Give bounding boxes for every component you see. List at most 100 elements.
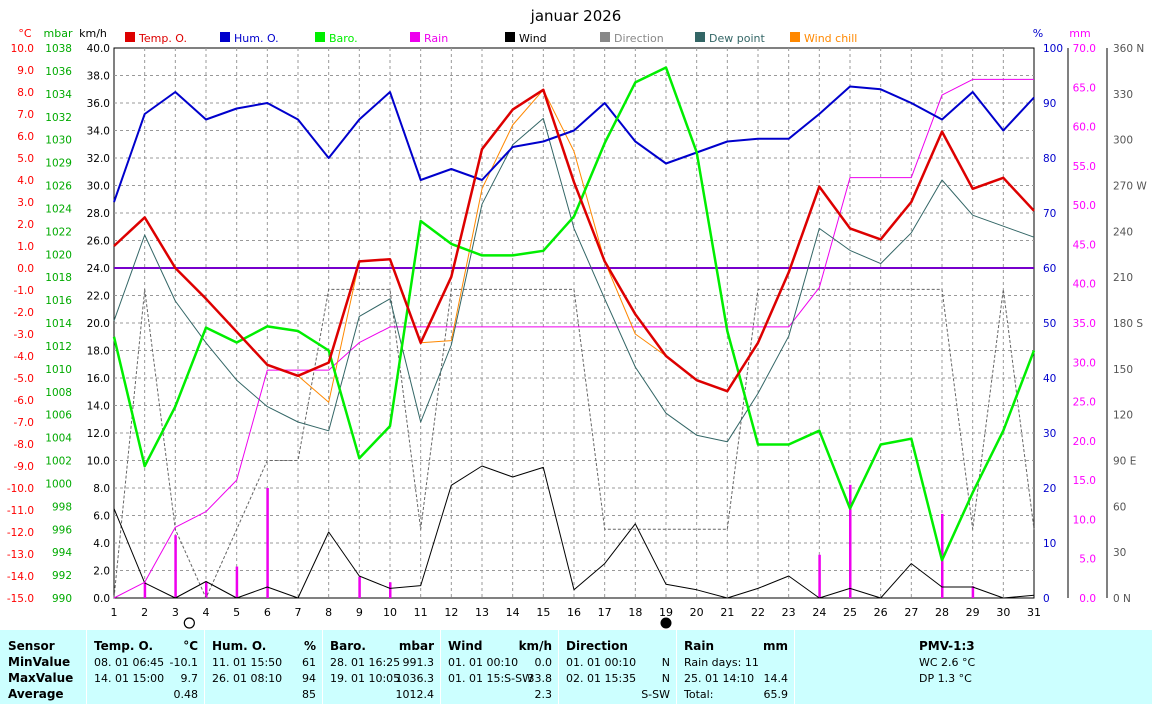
legend-swatch-rain <box>410 32 420 42</box>
temp-unit-header: °C <box>18 27 32 40</box>
legend-label-wind-chill: Wind chill <box>804 32 857 45</box>
series-line-wind <box>113 465 1035 599</box>
hum-unit-header: % <box>1033 27 1043 40</box>
wind-tick-label: 30.0 <box>87 181 110 193</box>
rain-days: Rain days: 11 <box>684 656 759 669</box>
dir-tick-label: 360 N <box>1113 43 1144 55</box>
stats-baro: Baro. mbar 28. 01 16:25 991.3 19. 01 10:… <box>323 630 441 704</box>
dir-tick-label: 0 N <box>1113 593 1131 605</box>
rain-bar <box>818 554 821 598</box>
x-tick-label: 4 <box>203 606 210 619</box>
rain-tick-label: 0.0 <box>1079 593 1096 605</box>
dir-tick-label: 90 E <box>1113 456 1136 468</box>
rain-tick-label: 25.0 <box>1073 397 1096 409</box>
stats-pmv: PMV-1:3 WC 2.6 °C DP 1.3 °C <box>795 630 1152 704</box>
wind-tick-label: 6.0 <box>93 511 110 523</box>
pmv-wc: WC 2.6 °C <box>919 656 976 669</box>
temp-tick-label: 0.0 <box>17 263 34 275</box>
temp-tick-label: -11.0 <box>7 505 34 517</box>
temp-tick-label: 4.0 <box>17 175 34 187</box>
wind-tick-label: 28.0 <box>87 208 110 220</box>
series-line-temp-o <box>113 88 1035 393</box>
wind-tick-label: 20.0 <box>87 318 110 330</box>
legend-label-temp-o: Temp. O. <box>138 32 187 45</box>
temp-tick-label: 7.0 <box>17 109 34 121</box>
stats-hum: Hum. O. % 11. 01 15:50 61 26. 01 08:10 9… <box>205 630 323 704</box>
legend-swatch-baro <box>315 32 325 42</box>
rain-bar <box>235 566 239 598</box>
wind-tick-label: 8.0 <box>93 483 110 495</box>
stats-temp: Temp. O. °C 08. 01 06:45 -10.1 14. 01 15… <box>87 630 205 704</box>
baro-tick-label: 1012 <box>45 341 72 353</box>
baro-tick-label: 990 <box>52 593 72 605</box>
rain-tick-label: 60.0 <box>1073 122 1096 134</box>
x-tick-label: 2 <box>141 606 148 619</box>
baro-tick-label: 1038 <box>45 43 72 55</box>
temp-avg: 0.48 <box>173 688 199 701</box>
day-markers <box>183 617 672 629</box>
x-tick-label: 21 <box>720 606 734 619</box>
baro-max: 1036.3 <box>395 672 435 685</box>
wind-tick-label: 34.0 <box>87 126 110 138</box>
x-tick-label: 5 <box>233 606 240 619</box>
series-line-baro <box>112 66 1036 562</box>
chart-title: januar 2026 <box>530 7 622 25</box>
x-tick-label: 24 <box>812 606 826 619</box>
x-tick-label: 31 <box>1027 606 1041 619</box>
x-tick-label: 6 <box>264 606 271 619</box>
rain-tick-label: 10.0 <box>1073 514 1096 526</box>
x-tick-label: 11 <box>414 606 428 619</box>
wind-tick-label: 24.0 <box>87 263 110 275</box>
axis-unit-headers: °C mbar km/h% mm <box>18 27 1090 40</box>
rain-tick-label: 40.0 <box>1073 279 1096 291</box>
legend-swatch-wind <box>505 32 515 42</box>
rain-tick-label: 20.0 <box>1073 436 1096 448</box>
grid-lines <box>114 48 1034 598</box>
dir-tick-label: 270 W <box>1113 181 1147 193</box>
wind-min-time: 01. 01 00:10 <box>448 656 519 669</box>
baro-tick-label: 1006 <box>45 410 72 422</box>
wind-tick-label: 16.0 <box>87 373 110 385</box>
baro-tick-label: 996 <box>52 524 72 536</box>
temp-tick-label: -1.0 <box>14 285 35 297</box>
temp-tick-label: -13.0 <box>7 549 34 561</box>
wind-unit: km/h <box>518 639 552 653</box>
label-sensor: Sensor <box>8 639 55 653</box>
rain-total-label: Total: <box>684 688 714 701</box>
temp-tick-label: 9.0 <box>17 65 34 77</box>
dir-tick-label: 300 <box>1113 135 1133 147</box>
rain-total: 65.9 <box>763 688 789 701</box>
series-line-rain <box>113 78 1034 599</box>
temp-tick-label: -15.0 <box>7 593 34 605</box>
x-tick-label: 13 <box>475 606 489 619</box>
pmv-header: PMV-1:3 <box>919 639 975 653</box>
hum-min-time: 11. 01 15:50 <box>212 656 283 669</box>
temp-tick-label: -9.0 <box>14 461 35 473</box>
rain-bar <box>174 535 177 598</box>
x-tick-label: 9 <box>356 606 363 619</box>
x-tick-label: 10 <box>383 606 397 619</box>
rain-tick-label: 45.0 <box>1073 239 1096 251</box>
legend-label-baro: Baro. <box>329 32 358 45</box>
temp-tick-label: 8.0 <box>17 87 34 99</box>
baro-tick-label: 998 <box>52 501 72 513</box>
legend-label-rain: Rain <box>424 32 448 45</box>
temp-tick-label: -10.0 <box>7 483 34 495</box>
x-tick-label: 30 <box>996 606 1010 619</box>
wind-max: 33.8 <box>527 672 553 685</box>
statistics-table: Sensor MinValue MaxValue Average Temp. O… <box>0 630 1152 704</box>
series-line-direction <box>113 288 1035 599</box>
wind-min: 0.0 <box>534 656 553 669</box>
dir-tick-label: 60 <box>1113 501 1126 513</box>
rain-bar <box>143 582 147 598</box>
baro-max-time: 19. 01 10:05 <box>330 672 401 685</box>
baro-tick-label: 1004 <box>45 433 72 445</box>
rain-bar <box>358 576 361 598</box>
wind-tick-label: 26.0 <box>87 236 110 248</box>
baro-tick-label: 1014 <box>45 318 72 330</box>
wind-tick-label: 12.0 <box>87 428 110 440</box>
temp-tick-label: -12.0 <box>7 527 34 539</box>
temp-tick-label: 3.0 <box>17 197 34 209</box>
baro-tick-label: 1018 <box>45 272 72 284</box>
hum-unit: % <box>303 639 316 653</box>
